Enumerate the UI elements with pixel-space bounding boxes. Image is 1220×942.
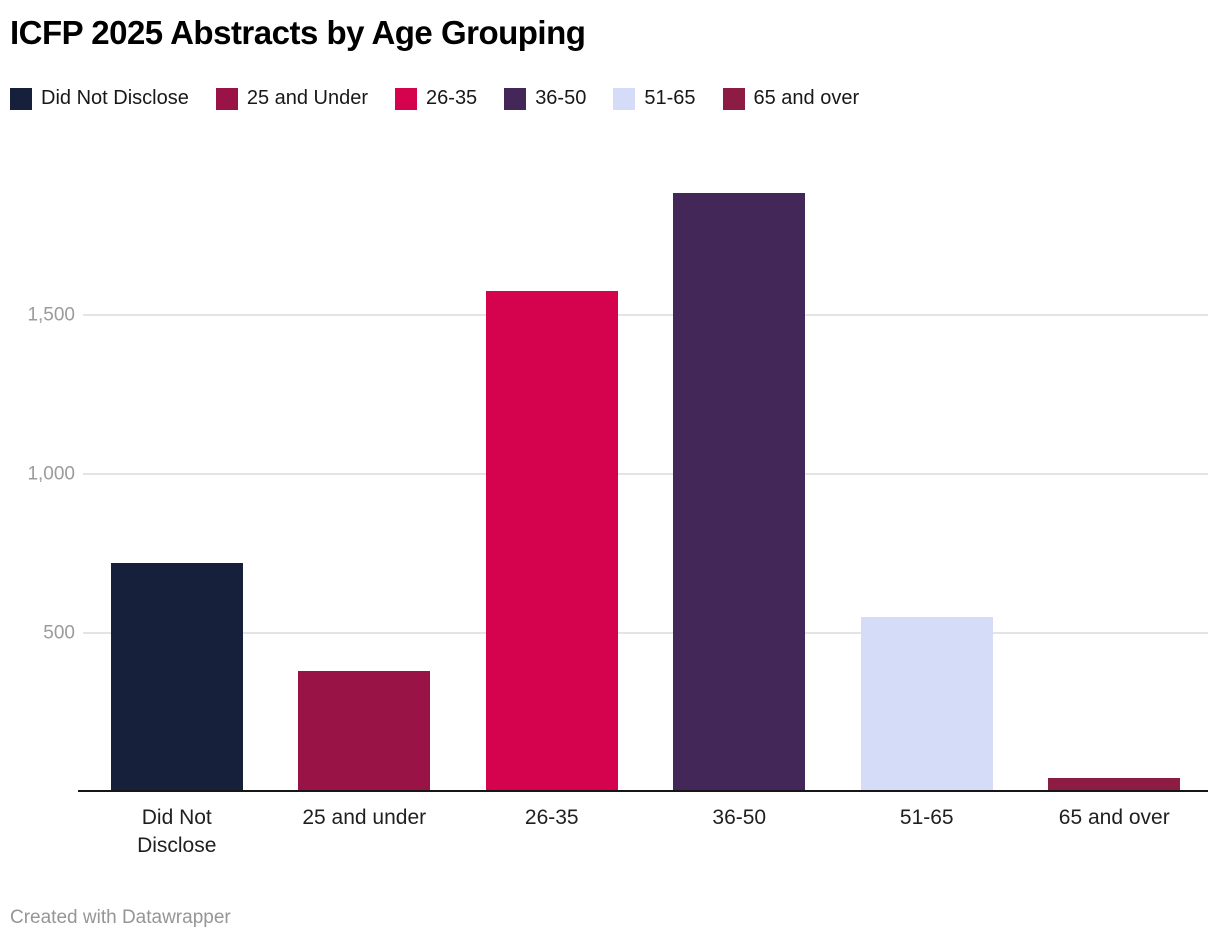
bar-did-not-disclose — [110, 563, 243, 792]
bar-26-35 — [485, 291, 618, 792]
legend-item: 51-65 — [613, 87, 696, 110]
y-axis-labels: 500 1,000 1,500 — [0, 150, 75, 792]
x-axis-tick: Did Not Disclose — [83, 804, 271, 861]
legend-item: 65 and over — [722, 87, 860, 110]
x-axis-tick-label: 25 and under — [302, 806, 427, 829]
chart-plot: 500 1,000 1,500 — [0, 150, 1220, 792]
legend-swatch-icon — [504, 87, 527, 110]
bar-51-65 — [860, 617, 993, 792]
gridline — [83, 473, 1208, 476]
legend-label: 36-50 — [535, 87, 587, 109]
legend-label: 51-65 — [644, 87, 696, 109]
legend: Did Not Disclose 25 and Under 26-35 36-50 51… — [10, 87, 859, 110]
y-axis-tick-label: 500 — [43, 622, 75, 644]
legend-swatch-icon — [613, 87, 636, 110]
plot-area — [83, 150, 1208, 792]
gridline — [83, 632, 1208, 635]
x-axis-labels: Did Not Disclose 25 and under 26-35 36-50 51… — [83, 804, 1208, 861]
bar-slot — [458, 150, 646, 792]
legend-label: 26-35 — [426, 87, 478, 109]
gridline — [83, 314, 1208, 317]
legend-item: 36-50 — [504, 87, 586, 110]
attribution-link[interactable]: Created with Datawrapper — [10, 907, 231, 928]
x-axis-tick: 51-65 — [833, 804, 1021, 861]
x-axis-tick-label: 36-50 — [712, 806, 767, 829]
x-axis-tick-label: Did Not Disclose — [137, 806, 217, 858]
chart-title: ICFP 2025 Abstracts by Age Grouping — [10, 14, 586, 51]
y-axis-tick-label: 1,000 — [27, 463, 75, 485]
bar-25-and-under — [298, 671, 431, 792]
x-axis-tick: 25 and under — [271, 804, 459, 861]
legend-item: 25 and Under — [215, 87, 369, 110]
legend-swatch-icon — [10, 87, 32, 110]
x-axis-tick: 36-50 — [646, 804, 834, 861]
bar-slot — [83, 150, 271, 792]
bar-slot — [271, 150, 459, 792]
y-axis-tick-label: 1,500 — [27, 304, 75, 326]
x-axis-tick: 65 and over — [1021, 804, 1209, 861]
legend-label: 25 and Under — [246, 87, 369, 109]
legend-swatch-icon — [215, 87, 238, 110]
bar-slot — [833, 150, 1021, 792]
legend-item: Did Not Disclose — [10, 87, 189, 110]
x-axis-tick-label: 51-65 — [899, 806, 954, 829]
legend-label: 65 and over — [753, 87, 860, 109]
x-axis-tick-label: 65 and over — [1058, 806, 1170, 829]
legend-label: Did Not Disclose — [41, 87, 189, 109]
legend-swatch-icon — [395, 87, 418, 110]
bar-slot — [1021, 150, 1209, 792]
legend-swatch-icon — [722, 87, 745, 110]
bar-36-50 — [673, 192, 806, 792]
x-axis-tick: 26-35 — [458, 804, 646, 861]
legend-item: 26-35 — [395, 87, 477, 110]
x-axis-tick-label: 26-35 — [524, 806, 579, 829]
bar-slot — [646, 150, 834, 792]
bar-65-and-over — [1048, 777, 1181, 792]
bars-row — [83, 150, 1208, 792]
x-axis-baseline — [78, 790, 1208, 792]
